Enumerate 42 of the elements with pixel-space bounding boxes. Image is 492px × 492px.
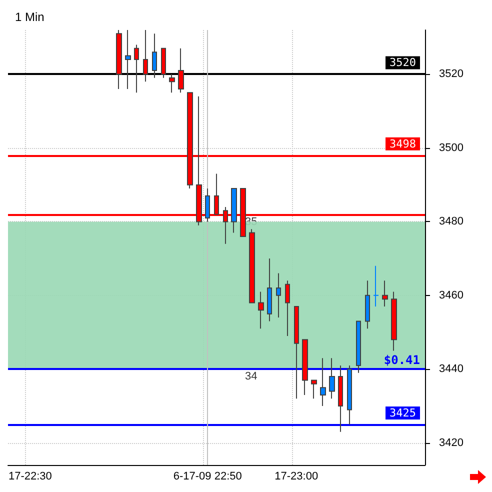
candlestick (302, 339, 308, 396)
chart-title: 1 Min (15, 10, 44, 24)
candlestick (338, 364, 343, 432)
candlestick (116, 30, 122, 90)
y-tick-label: 3420 (439, 436, 464, 449)
candlestick (249, 228, 255, 304)
candlestick (161, 48, 166, 78)
candlestick (356, 320, 361, 374)
candlestick (365, 280, 370, 330)
annotation: 34 (245, 370, 258, 383)
candlestick (285, 280, 290, 336)
candlestick (276, 272, 281, 318)
candlestick (258, 291, 264, 330)
candlestick (152, 33, 157, 78)
candlestick (373, 265, 379, 307)
candlestick (205, 188, 210, 222)
candlestick (347, 364, 352, 425)
ref-line-label: 3520 (390, 56, 416, 70)
y-tick-label: 3480 (439, 216, 464, 228)
candlestick (169, 74, 175, 94)
ref-line-label: 3425 (390, 406, 416, 420)
candlestick (143, 30, 148, 82)
y-tick-label: 3500 (439, 142, 464, 154)
y-tick-label: 3440 (439, 363, 464, 376)
candlestick (178, 48, 184, 94)
ref-line-label: 3498 (390, 137, 416, 150)
candlestick (231, 188, 237, 234)
candlestick (294, 306, 299, 400)
candlestick (125, 30, 131, 90)
candlestick (134, 44, 139, 94)
candlestick (391, 291, 397, 352)
candlestick (329, 358, 335, 400)
y-tick-label: 3520 (439, 68, 464, 80)
x-tick-label: 17-22:30 (8, 470, 52, 482)
annotation: $0.41 (384, 353, 420, 367)
candlestick (311, 380, 317, 400)
x-tick-label: 6-17-09 22:50 (173, 470, 242, 482)
candlestick (267, 258, 272, 322)
candlestick (382, 280, 388, 307)
x-tick-label: 17-23:00 (274, 470, 318, 482)
candlestick (320, 358, 326, 407)
y-tick-label: 3460 (439, 289, 464, 302)
